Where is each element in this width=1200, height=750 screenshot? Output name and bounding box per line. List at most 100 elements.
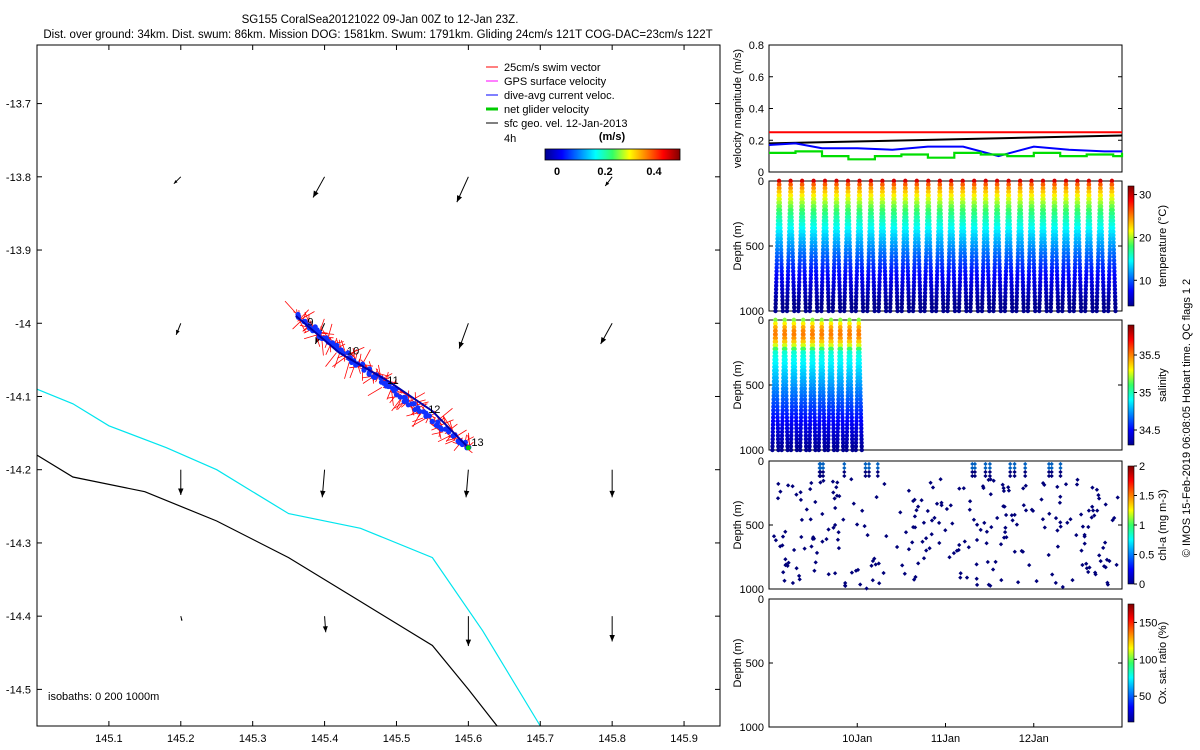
profile-point xyxy=(1101,287,1106,292)
profile-point xyxy=(792,339,797,344)
chl-point xyxy=(967,507,972,512)
profile-point xyxy=(813,447,818,453)
profile-point xyxy=(1031,265,1037,270)
profile-point xyxy=(986,269,991,274)
profile-point xyxy=(1087,211,1093,216)
profile-point xyxy=(836,269,842,274)
y-tick-label: -13.8 xyxy=(6,172,31,184)
profile-point xyxy=(847,335,853,341)
profile-point xyxy=(770,418,776,424)
profile-point xyxy=(790,243,795,249)
profile-point xyxy=(810,317,815,323)
profile-point xyxy=(946,276,951,281)
profile-point xyxy=(905,247,910,252)
chl-point xyxy=(1004,535,1009,540)
profile-point xyxy=(820,339,825,344)
profile-point xyxy=(829,335,834,341)
profile-point xyxy=(1004,251,1009,256)
profile-point xyxy=(1018,200,1023,205)
profile-point xyxy=(789,429,794,435)
chl-point xyxy=(906,547,912,552)
profile-point xyxy=(992,269,997,274)
profile-point xyxy=(1098,196,1104,202)
profile-point xyxy=(1027,240,1033,245)
profile-point xyxy=(1044,308,1049,314)
profile-point xyxy=(934,283,939,288)
profile-point xyxy=(783,379,789,384)
profile-point xyxy=(785,298,790,303)
profile-point xyxy=(1060,279,1066,285)
profile-point xyxy=(882,261,887,267)
profile-point xyxy=(905,251,910,256)
profile-point xyxy=(866,243,872,249)
swim-vector xyxy=(362,349,371,364)
profile-point xyxy=(996,229,1001,234)
colorbar-unit: (m/s) xyxy=(599,131,626,143)
profile-point xyxy=(803,411,808,417)
profile-point xyxy=(826,408,832,413)
chl-point xyxy=(1021,486,1026,491)
profile-point xyxy=(1048,298,1054,303)
chl-point xyxy=(882,481,887,487)
profile-point xyxy=(835,440,840,445)
profile-point xyxy=(949,207,955,213)
chl-point xyxy=(1065,520,1070,525)
profile-point xyxy=(938,196,943,202)
profile-point xyxy=(1060,290,1066,296)
profile-point xyxy=(831,276,836,281)
profile-point xyxy=(832,261,837,267)
profile-point xyxy=(866,261,871,267)
profile-point xyxy=(1008,254,1013,259)
profile-point xyxy=(960,182,965,187)
profile-point xyxy=(1014,298,1019,303)
profile-point xyxy=(876,294,882,299)
profile-point xyxy=(836,390,841,395)
profile-point xyxy=(809,261,814,267)
chl-point xyxy=(869,563,874,568)
profile-point xyxy=(1020,279,1026,285)
chl-point xyxy=(1003,525,1008,530)
profile-point xyxy=(845,397,850,402)
chl-point xyxy=(832,571,838,576)
profile-point xyxy=(883,290,888,296)
profile-point xyxy=(775,243,780,249)
chl-point xyxy=(1057,500,1063,505)
profile-point xyxy=(771,386,776,391)
profile-point xyxy=(857,339,862,344)
profile-point xyxy=(935,240,941,245)
profile-point xyxy=(1083,305,1088,310)
profile-point xyxy=(1053,214,1058,220)
chl-point xyxy=(1095,508,1100,513)
profile-point xyxy=(939,240,944,245)
chl-point xyxy=(834,493,840,498)
profile-point xyxy=(779,440,785,445)
profile-point xyxy=(773,350,779,355)
profile-point xyxy=(786,236,792,241)
chl-point xyxy=(775,496,781,501)
profile-point xyxy=(995,211,1001,216)
profile-point xyxy=(869,211,874,216)
profile-point xyxy=(951,276,957,281)
x-tick-label: 10Jan xyxy=(842,733,872,745)
profile-point xyxy=(786,240,792,245)
profile-point xyxy=(848,368,853,373)
profile-point xyxy=(808,404,813,409)
profile-point xyxy=(793,404,799,409)
profile-point xyxy=(776,447,781,453)
chl-point xyxy=(1014,522,1020,527)
profile-point xyxy=(1106,279,1112,285)
profile-point xyxy=(785,301,790,306)
profile-point xyxy=(1064,189,1069,194)
profile-point xyxy=(958,243,964,249)
profile-point xyxy=(947,247,952,252)
profile-point xyxy=(991,301,996,306)
profile-point xyxy=(1067,305,1072,310)
chl-point xyxy=(1086,508,1092,513)
profile-point xyxy=(786,265,791,270)
profile-point xyxy=(946,254,952,259)
profile-point xyxy=(940,287,945,292)
profile-point xyxy=(858,411,864,417)
profile-point xyxy=(906,283,911,288)
profile-point xyxy=(912,247,918,252)
profile-point xyxy=(893,233,898,238)
